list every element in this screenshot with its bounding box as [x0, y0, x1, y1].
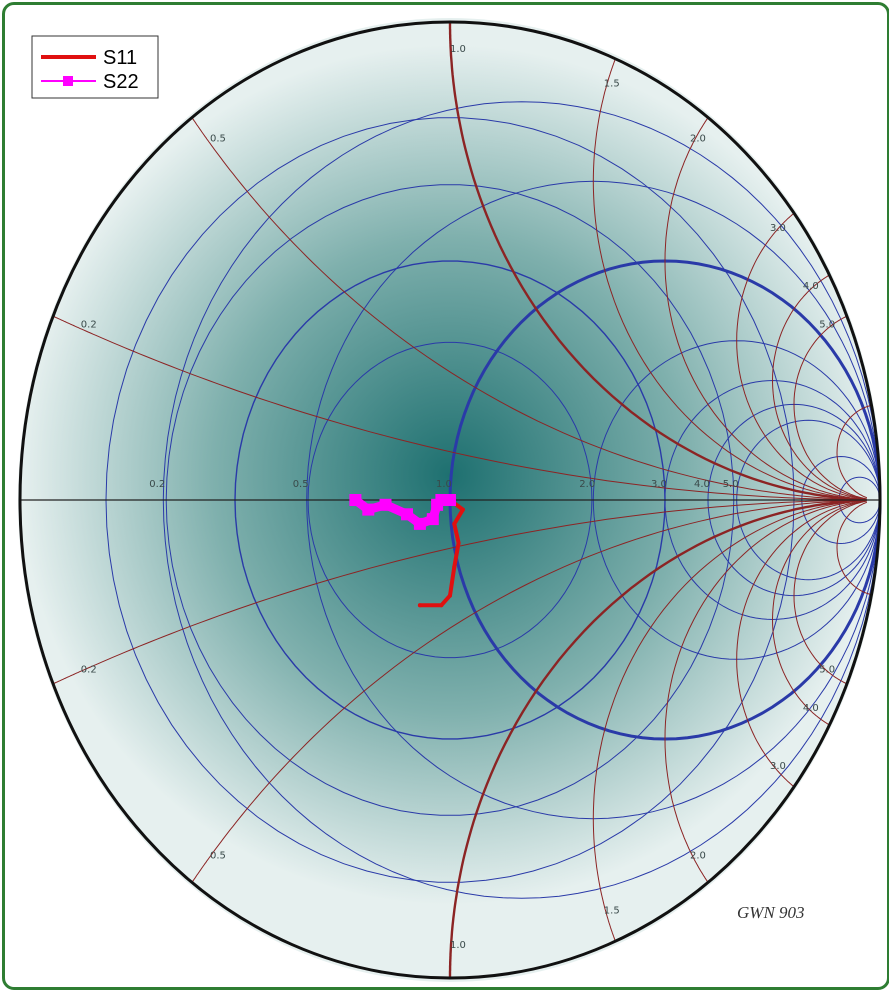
data-series [349, 494, 465, 608]
reactance-arc-upper-5 [736, 212, 867, 500]
upper-tick-3: 3.0 [770, 223, 786, 234]
upper-tick-0: 1.0 [450, 44, 466, 55]
upper-tick-2: 2.0 [690, 134, 706, 145]
unit-circle [18, 20, 882, 980]
reactance-arc-lower-3 [592, 499, 867, 942]
reactance-arc-lower-4 [664, 500, 867, 883]
lower-tick-0: 0.2 [81, 664, 97, 675]
reactance-arc-lower-8 [836, 501, 872, 596]
real-axis-tick-0: 0.2 [149, 479, 165, 490]
series-s11-point-3 [456, 541, 461, 545]
reactance-arc-upper-8 [836, 404, 872, 499]
legend-s22-marker [63, 76, 73, 86]
reactance-arc-upper-4 [664, 117, 867, 500]
series-s11-point-7 [417, 603, 422, 608]
legend-box [31, 35, 159, 99]
series-s11-point-6 [439, 603, 444, 608]
real-axis-tick-2: 1.0 [436, 479, 452, 490]
reactance-arc-lower-2 [448, 499, 867, 978]
series-s11-point-5 [448, 593, 452, 598]
smith-chart: 0.2 0.5 1.0 2.0 3.0 4.0 5.0 1.0 1.5 2.0 3.0 4.0 5.0 0… [18, 18, 882, 982]
reactance-arc-lower-6 [771, 500, 867, 726]
real-axis-tick-4: 3.0 [651, 479, 667, 490]
upper-tick-5: 5.0 [819, 320, 835, 331]
upper-tick-1: 1.5 [604, 79, 620, 90]
watermark: GWN 903 [737, 903, 805, 922]
reactance-arc-upper-0 [53, 316, 867, 501]
reactance-arc-lower-1 [191, 499, 867, 883]
series-s11-line [417, 498, 465, 608]
lower-tick-5: 3.0 [770, 761, 786, 772]
real-axis-tick-3: 2.0 [579, 479, 595, 490]
reactance-arc-upper-7 [793, 315, 867, 500]
upper-tick-4: 4.0 [803, 281, 819, 292]
lower-tick-6: 4.0 [803, 703, 819, 714]
lower-tick-2: 1.0 [450, 940, 466, 951]
legend-s11-label: S11 [103, 47, 137, 69]
series-s22-point-4 [413, 517, 426, 530]
series-s11-point-4 [452, 564, 457, 569]
reactance-arc-upper-3 [592, 58, 867, 501]
reactance-arc-lower-0 [53, 499, 867, 684]
lower-tick-3: 1.5 [604, 906, 620, 917]
tick-labels: 0.2 0.5 1.0 2.0 3.0 4.0 5.0 1.0 1.5 2.0 3.0 4.0 5.0 0… [81, 44, 835, 951]
lower-tick-7: 5.0 [819, 664, 835, 675]
smith-grid [18, 20, 882, 980]
reactance-arc-upper-2 [448, 22, 867, 501]
reactance-arc-lower-7 [793, 500, 867, 685]
upper-tick-7: 0.2 [81, 320, 97, 331]
series-s11-point-2 [452, 521, 457, 526]
series-s11-point-1 [460, 507, 465, 512]
legend: S11 S22 [31, 35, 159, 99]
series-s22-point-0 [349, 494, 362, 506]
reactance-arc-upper-1 [191, 117, 867, 501]
reactance-arc-upper-6 [771, 274, 867, 500]
series-s22-point-5 [426, 513, 439, 526]
upper-tick-6: 0.5 [210, 134, 226, 145]
series-s22-point-2 [379, 498, 392, 511]
reactance-arc-lower-5 [736, 500, 867, 788]
real-axis-tick-6: 5.0 [723, 479, 739, 490]
series-s22-point-8 [444, 494, 456, 506]
legend-s22-label: S22 [103, 71, 139, 93]
lower-tick-1: 0.5 [210, 850, 226, 861]
lower-tick-4: 2.0 [690, 850, 706, 861]
real-axis-tick-5: 4.0 [694, 479, 710, 490]
series-s22-point-3 [401, 508, 413, 521]
real-axis-tick-1: 0.5 [293, 479, 309, 490]
series-s22-point-1 [362, 503, 375, 516]
